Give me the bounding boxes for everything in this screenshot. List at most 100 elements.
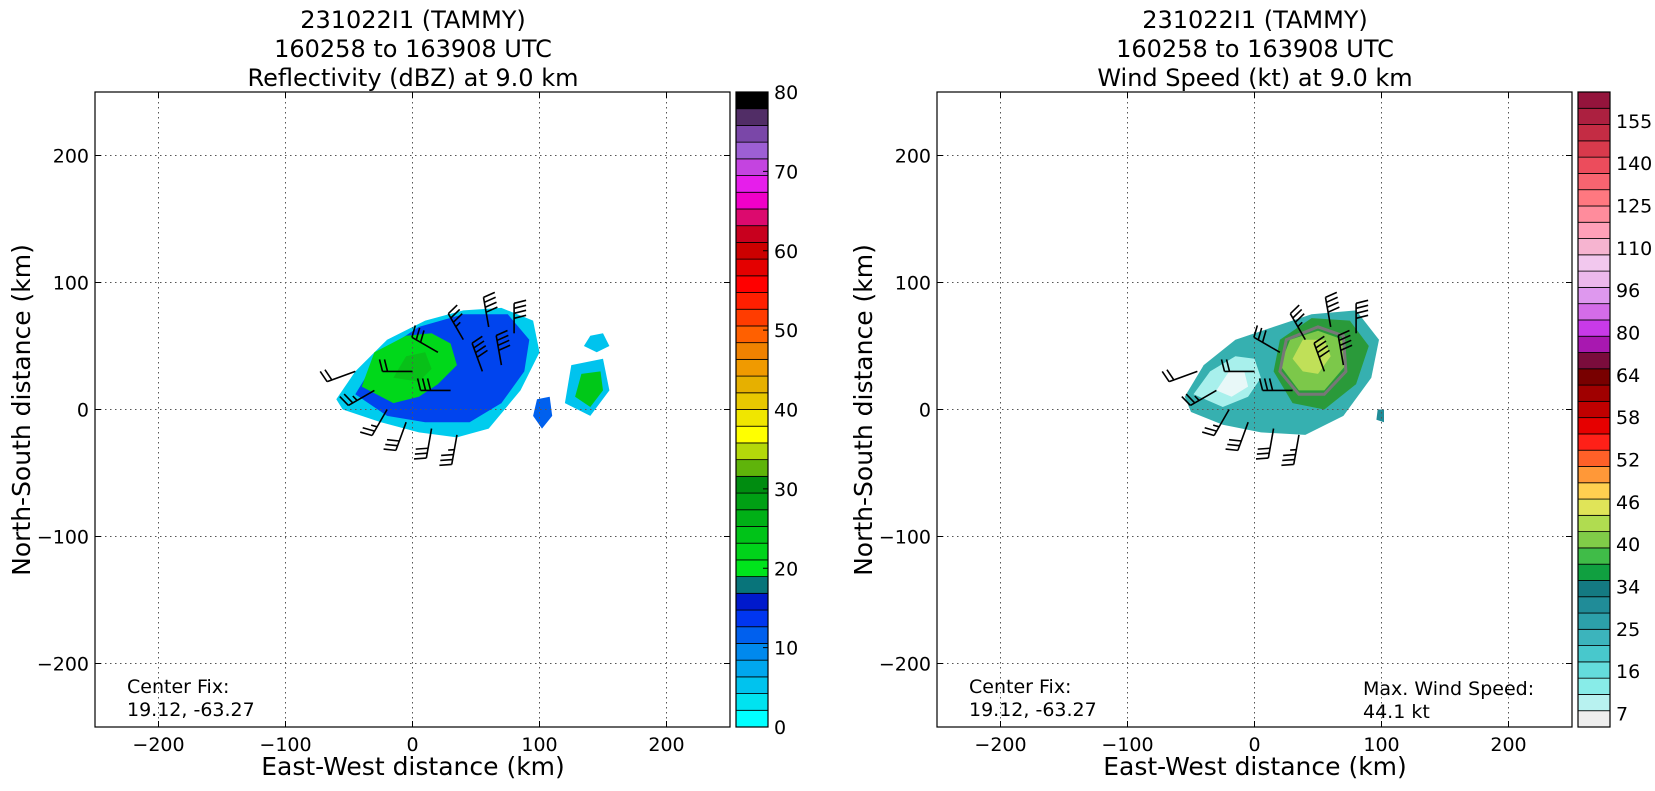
wind-colorbar-segment bbox=[1578, 255, 1610, 271]
wind-xtick-label: 200 bbox=[1490, 734, 1526, 756]
wind-colorbar-tick-label: 7 bbox=[1616, 704, 1628, 726]
reflectivity-colorbar-segment bbox=[736, 593, 768, 610]
wind-wind-barb bbox=[1281, 435, 1299, 465]
wind-colorbar-tick-label: 52 bbox=[1616, 450, 1640, 472]
wind-data-region bbox=[1376, 410, 1384, 423]
reflectivity-colorbar-segment bbox=[736, 493, 768, 510]
reflectivity-colorbar-segment bbox=[736, 125, 768, 142]
reflectivity-colorbar-segment bbox=[736, 343, 768, 360]
wind-colorbar-segment bbox=[1578, 125, 1610, 141]
wind-colorbar-segment bbox=[1578, 369, 1610, 385]
wind-center-fix-value: 19.12, -63.27 bbox=[969, 699, 1097, 721]
wind-title-line-3: Wind Speed (kt) at 9.0 km bbox=[1097, 64, 1412, 92]
reflectivity-panel: 231022I1 (TAMMY) 160258 to 163908 UTC Re… bbox=[7, 6, 798, 781]
wind-colorbar-tick-label: 25 bbox=[1616, 619, 1640, 641]
reflectivity-colorbar-tick-label: 40 bbox=[774, 400, 798, 422]
reflectivity-data-region bbox=[584, 333, 610, 352]
wind-wind-barb bbox=[1162, 370, 1197, 382]
wind-ytick-label: −100 bbox=[879, 527, 931, 549]
reflectivity-colorbar-segment bbox=[736, 694, 768, 711]
reflectivity-colorbar-segment bbox=[736, 426, 768, 443]
reflectivity-center-fix-label: Center Fix: bbox=[127, 676, 229, 698]
wind-colorbar-segment bbox=[1578, 108, 1610, 124]
reflectivity-colorbar-segment bbox=[736, 109, 768, 126]
wind-colorbar-segment bbox=[1578, 499, 1610, 515]
wind-colorbar-segment bbox=[1578, 190, 1610, 206]
reflectivity-colorbar-segment bbox=[736, 410, 768, 427]
wind-plot-area bbox=[937, 92, 1572, 727]
wind-colorbar-segment bbox=[1578, 450, 1610, 466]
wind-colorbar-segment bbox=[1578, 711, 1610, 727]
wind-colorbar-segment bbox=[1578, 385, 1610, 401]
reflectivity-colorbar-segment bbox=[736, 359, 768, 376]
reflectivity-xtick-label: 200 bbox=[648, 734, 684, 756]
wind-xtick-label: −200 bbox=[974, 734, 1026, 756]
wind-colorbar-segment bbox=[1578, 483, 1610, 499]
reflectivity-colorbar-tick-label: 70 bbox=[774, 161, 798, 183]
reflectivity-colorbar-segment bbox=[736, 610, 768, 627]
wind-center-fix-label: Center Fix: bbox=[969, 676, 1071, 698]
wind-colorbar-segment bbox=[1578, 271, 1610, 287]
wind-colorbar-tick-label: 16 bbox=[1616, 661, 1640, 683]
wind-colorbar-tick-label: 155 bbox=[1616, 111, 1652, 133]
reflectivity-colorbar-segment bbox=[736, 92, 768, 109]
reflectivity-colorbar-segment bbox=[736, 209, 768, 226]
wind-ytick-label: 0 bbox=[919, 400, 931, 422]
wind-colorbar-segment bbox=[1578, 157, 1610, 173]
reflectivity-colorbar-segment bbox=[736, 192, 768, 209]
reflectivity-ytick-label: −200 bbox=[37, 654, 89, 676]
wind-colorbar-tick-label: 110 bbox=[1616, 238, 1652, 260]
wind-colorbar-segment bbox=[1578, 515, 1610, 531]
wind-ytick-label: −200 bbox=[879, 654, 931, 676]
wind-colorbar-segment bbox=[1578, 304, 1610, 320]
wind-colorbar-tick-label: 96 bbox=[1616, 280, 1640, 302]
reflectivity-colorbar-tick-label: 50 bbox=[774, 320, 798, 342]
wind-colorbar-segment bbox=[1578, 206, 1610, 222]
reflectivity-colorbar-segment bbox=[736, 142, 768, 159]
reflectivity-colorbar-segment bbox=[736, 443, 768, 460]
wind-colorbar-segment bbox=[1578, 320, 1610, 336]
reflectivity-colorbar-tick-label: 30 bbox=[774, 479, 798, 501]
reflectivity-ytick-label: −100 bbox=[37, 527, 89, 549]
wind-colorbar-tick-label: 58 bbox=[1616, 407, 1640, 429]
reflectivity-colorbar-tick-label: 10 bbox=[774, 638, 798, 660]
reflectivity-colorbar-segment bbox=[736, 276, 768, 293]
wind-colorbar-tick-label: 140 bbox=[1616, 153, 1652, 175]
reflectivity-colorbar-segment bbox=[736, 293, 768, 310]
wind-title-line-1: 231022I1 (TAMMY) bbox=[1142, 6, 1368, 34]
reflectivity-colorbar-segment bbox=[736, 309, 768, 326]
reflectivity-colorbar-segment bbox=[736, 259, 768, 276]
reflectivity-title-line-3: Reflectivity (dBZ) at 9.0 km bbox=[248, 64, 579, 92]
reflectivity-colorbar-segment bbox=[736, 393, 768, 410]
wind-colorbar-tick-label: 80 bbox=[1616, 323, 1640, 345]
reflectivity-colorbar-segment bbox=[736, 526, 768, 543]
wind-colorbar-segment bbox=[1578, 141, 1610, 157]
wind-colorbar-segment bbox=[1578, 548, 1610, 564]
wind-colorbar-segment bbox=[1578, 336, 1610, 352]
wind-colorbar-segment bbox=[1578, 694, 1610, 710]
reflectivity-ytick-label: 0 bbox=[77, 400, 89, 422]
wind-colorbar-segment bbox=[1578, 629, 1610, 645]
wind-speed-panel: 231022I1 (TAMMY) 160258 to 163908 UTC Wi… bbox=[849, 6, 1652, 781]
wind-colorbar-segment bbox=[1578, 434, 1610, 450]
reflectivity-ytick-label: 200 bbox=[53, 146, 89, 168]
wind-colorbar-segment bbox=[1578, 239, 1610, 255]
reflectivity-colorbar-segment bbox=[736, 577, 768, 594]
reflectivity-colorbar-segment bbox=[736, 376, 768, 393]
reflectivity-colorbar-segment bbox=[736, 660, 768, 677]
reflectivity-xlabel: East-West distance (km) bbox=[261, 752, 565, 781]
wind-ytick-label: 200 bbox=[895, 146, 931, 168]
reflectivity-title-line-2: 160258 to 163908 UTC bbox=[274, 35, 552, 63]
reflectivity-colorbar-segment bbox=[736, 643, 768, 660]
wind-colorbar-segment bbox=[1578, 222, 1610, 238]
reflectivity-ylabel: North-South distance (km) bbox=[7, 244, 36, 576]
reflectivity-plot-area bbox=[95, 92, 730, 727]
max-wind-value: 44.1 kt bbox=[1363, 701, 1430, 723]
wind-colorbar-segment bbox=[1578, 401, 1610, 417]
wind-colorbar-segment bbox=[1578, 678, 1610, 694]
wind-colorbar-segment bbox=[1578, 287, 1610, 303]
